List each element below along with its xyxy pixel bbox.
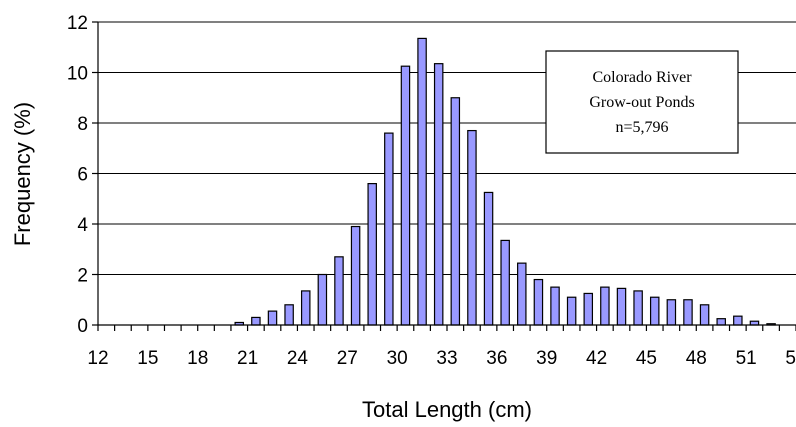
x-tick-label-12: 12 [87, 348, 108, 369]
gridlines [98, 21, 796, 275]
annotation-frame [545, 50, 739, 154]
bar-49 [716, 318, 726, 326]
axes [92, 21, 796, 331]
annotation-line-1: Colorado River [592, 69, 692, 86]
x-tick-label-15: 15 [137, 348, 158, 369]
bar-23 [284, 304, 294, 326]
bar-44 [633, 290, 643, 326]
y-tick-label-0: 0 [77, 316, 88, 337]
bar-50 [733, 315, 743, 326]
annotation-box: Colorado River Grow-out Ponds n=5,796 [545, 50, 739, 154]
x-tick-label-39: 39 [536, 348, 557, 369]
x-tick-label-18: 18 [187, 348, 208, 369]
annotation-line-3: n=5,796 [615, 119, 668, 136]
bar-31 [417, 37, 427, 326]
bar-46 [666, 299, 677, 326]
x-tick-label-33: 33 [436, 348, 457, 369]
bar-33 [450, 97, 461, 326]
x-tick-label-30: 30 [387, 348, 408, 369]
y-tick-label-6: 6 [77, 165, 88, 186]
bar-36 [500, 239, 510, 326]
bar-35 [483, 191, 494, 326]
y-tick-label-10: 10 [67, 64, 88, 85]
bar-45 [649, 296, 660, 326]
bar-21 [251, 316, 261, 326]
x-tick-label-24: 24 [287, 348, 309, 369]
bar-37 [517, 262, 527, 326]
x-tick-label-21: 21 [237, 348, 258, 369]
bar-40 [566, 296, 577, 326]
y-tick-label-12: 12 [67, 13, 88, 34]
bar-47 [683, 299, 693, 326]
x-tick-label-54: 54 [785, 348, 796, 369]
bar-28 [367, 183, 377, 326]
bar-48 [699, 304, 710, 326]
bar-29 [384, 132, 394, 326]
y-tick-label-8: 8 [77, 114, 88, 135]
bar-25 [317, 273, 328, 326]
x-tick-label-36: 36 [486, 348, 507, 369]
y-tick-label-2: 2 [77, 266, 88, 287]
annotation-line-2: Grow-out Ponds [589, 94, 694, 111]
bar-27 [350, 225, 361, 326]
bar-22 [267, 310, 278, 326]
x-tick-label-51: 51 [736, 348, 757, 369]
bar-30 [400, 65, 411, 326]
bar-24 [300, 290, 311, 326]
x-tick-label-48: 48 [686, 348, 707, 369]
bar-41 [583, 292, 594, 326]
x-tick-label-42: 42 [586, 348, 607, 369]
bar-43 [616, 287, 627, 326]
y-axis-title: Frequency (%) [10, 102, 35, 246]
bar-26 [334, 256, 344, 326]
x-axis-title: Total Length (cm) [362, 397, 532, 422]
bar-34 [467, 129, 477, 326]
x-tick-labels: 12 15 18 21 24 27 30 33 36 39 42 45 48 51 54 [87, 348, 796, 369]
bar-42 [600, 286, 610, 326]
y-tick-label-4: 4 [77, 215, 88, 236]
y-tick-labels: 0 2 4 6 8 10 12 [67, 13, 89, 337]
bar-38 [533, 278, 544, 326]
bar-32 [433, 63, 444, 326]
x-tick-label-27: 27 [337, 348, 358, 369]
bar-39 [550, 286, 560, 326]
x-tick-label-45: 45 [636, 348, 657, 369]
